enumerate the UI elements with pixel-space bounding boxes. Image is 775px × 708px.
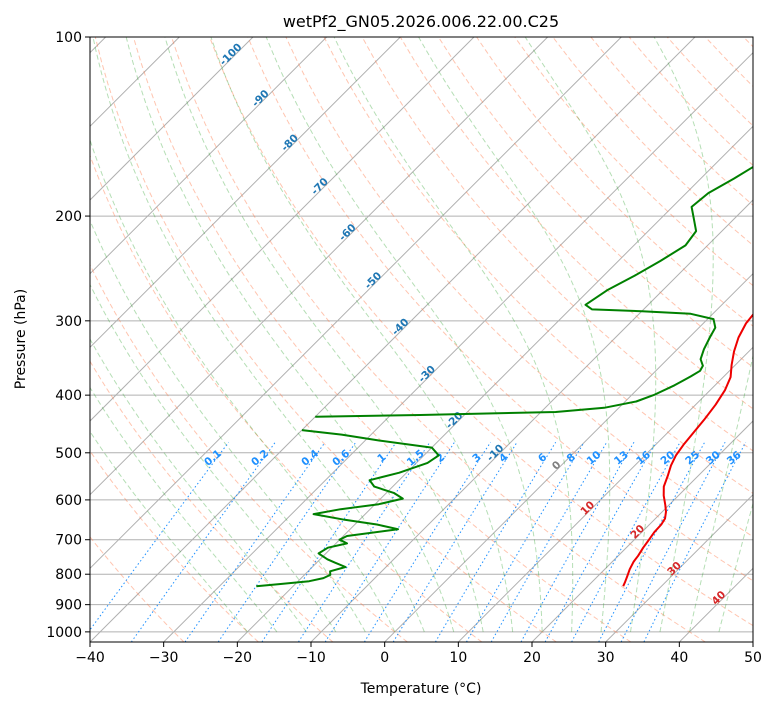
- x-tick-label: −30: [149, 650, 179, 666]
- mixing-ratio-line: [217, 441, 357, 642]
- dry-adiabat-line: [361, 37, 753, 452]
- x-tick-label: 40: [670, 650, 688, 666]
- isotherm-gridline: [163, 51, 753, 642]
- mixing-ratio-line: [392, 441, 518, 642]
- mixing-ratio-line: [465, 441, 585, 642]
- isotherm-gridline: [90, 37, 254, 201]
- y-tick-label: 600: [55, 493, 82, 509]
- mixing-ratio-line: [90, 441, 230, 631]
- x-tick-label: −20: [223, 650, 253, 666]
- mixing-ratio-line: [434, 441, 557, 642]
- y-tick-label: 700: [55, 533, 82, 549]
- isotherm-gridline: [605, 493, 753, 642]
- y-tick-label: 300: [55, 314, 82, 330]
- x-tick-label: −10: [296, 650, 326, 666]
- x-tick-label: 0: [380, 650, 389, 666]
- moist-adiabat-line: [653, 37, 714, 632]
- moist-adiabat-line: [90, 138, 396, 633]
- plot-frame: [89, 36, 754, 643]
- y-tick-label: 500: [55, 446, 82, 462]
- isotherm-gridline: [90, 37, 622, 570]
- mixing-ratio-line: [490, 441, 608, 642]
- moist-adiabat-line: [90, 219, 366, 633]
- moist-adiabat-line: [90, 283, 337, 633]
- moist-adiabat-line: [689, 353, 753, 633]
- x-tick-label: 20: [523, 650, 541, 666]
- y-tick-label: 100: [55, 30, 82, 46]
- axis-ticks: −40 −30 −20 −10 0 10 20 30 40 50 100 200 300 400 500 60…: [46, 30, 762, 666]
- y-tick-label: 900: [55, 598, 82, 614]
- moist-adiabat-line: [92, 37, 425, 633]
- moist-adiabat-line: [210, 37, 514, 632]
- dry-adiabat-line: [90, 263, 408, 642]
- mixing-ratio-line: [544, 441, 657, 642]
- isotherm-gridline: [90, 37, 549, 496]
- isotherm-gridline: [90, 37, 475, 422]
- x-tick-label: 10: [449, 650, 467, 666]
- dry-adiabat-line: [171, 37, 706, 642]
- isotherm-gridline: [457, 346, 753, 642]
- mixing-ratio-line: [261, 441, 397, 642]
- y-axis-label: Pressure (hPa): [13, 289, 29, 389]
- isotherm-gridline: [310, 199, 753, 642]
- dewpoint-profile-line-upper: [315, 165, 753, 418]
- y-tick-label: 400: [55, 388, 82, 404]
- mixing-ratio-line: [130, 441, 276, 642]
- dewpoint-profile-line-lower: [256, 429, 440, 588]
- plot-area: 0.1 0.2 0.4 0.6 1 1.5 2 3 4 6 8 10 13 16 20 25 30 36-100-…: [90, 37, 753, 642]
- isotherm-gridline: [236, 125, 753, 642]
- isotherm-gridline: [531, 420, 753, 642]
- dry-adiabat-line: [247, 37, 753, 582]
- dry-adiabat-line: [94, 37, 557, 642]
- dry-adiabat-line: [90, 450, 259, 642]
- x-tick-label: −40: [75, 650, 105, 666]
- isotherm-gridline: [90, 37, 328, 275]
- y-tick-label: 1000: [46, 625, 82, 641]
- dry-adiabat-line: [209, 37, 753, 627]
- temperature-profile-line: [622, 313, 753, 587]
- mixing-ratio-line: [363, 441, 492, 642]
- mixing-ratio-line: [520, 441, 635, 642]
- y-tick-label: 200: [55, 209, 82, 225]
- isotherm-gridline: [90, 37, 696, 642]
- dry-adiabat-line: [399, 37, 753, 410]
- isotherm-gridline: [90, 37, 401, 349]
- x-tick-label: 50: [744, 650, 762, 666]
- moist-adiabat-line: [718, 501, 753, 633]
- dry-adiabat-line: [323, 37, 753, 495]
- mixing-ratio-line: [324, 441, 455, 642]
- moist-adiabat-line: [90, 338, 307, 633]
- x-tick-label: 30: [597, 650, 615, 666]
- dry-adiabat-line: [90, 360, 334, 642]
- moist-adiabat-line: [418, 37, 611, 632]
- moist-adiabat-line: [265, 37, 543, 632]
- moist-adiabat-line: [164, 37, 484, 633]
- mixing-ratio-line: [643, 441, 747, 642]
- x-axis-label: Temperature (°C): [360, 681, 482, 697]
- mixing-ratio-line: [297, 441, 431, 642]
- dry-adiabat-line: [132, 37, 632, 642]
- isotherm-gridline: [384, 272, 753, 642]
- dry-adiabat-line: [90, 154, 483, 642]
- mixing-ratio-line: [620, 441, 726, 642]
- dry-adiabat-line: [90, 536, 185, 642]
- moist-adiabat-line: [524, 37, 657, 632]
- chart-title: wetPf2_GN05.2026.006.22.00.C25: [283, 12, 559, 32]
- moist-adiabat-line: [333, 37, 574, 632]
- y-tick-label: 800: [55, 567, 82, 583]
- dry-adiabat-line: [476, 37, 753, 327]
